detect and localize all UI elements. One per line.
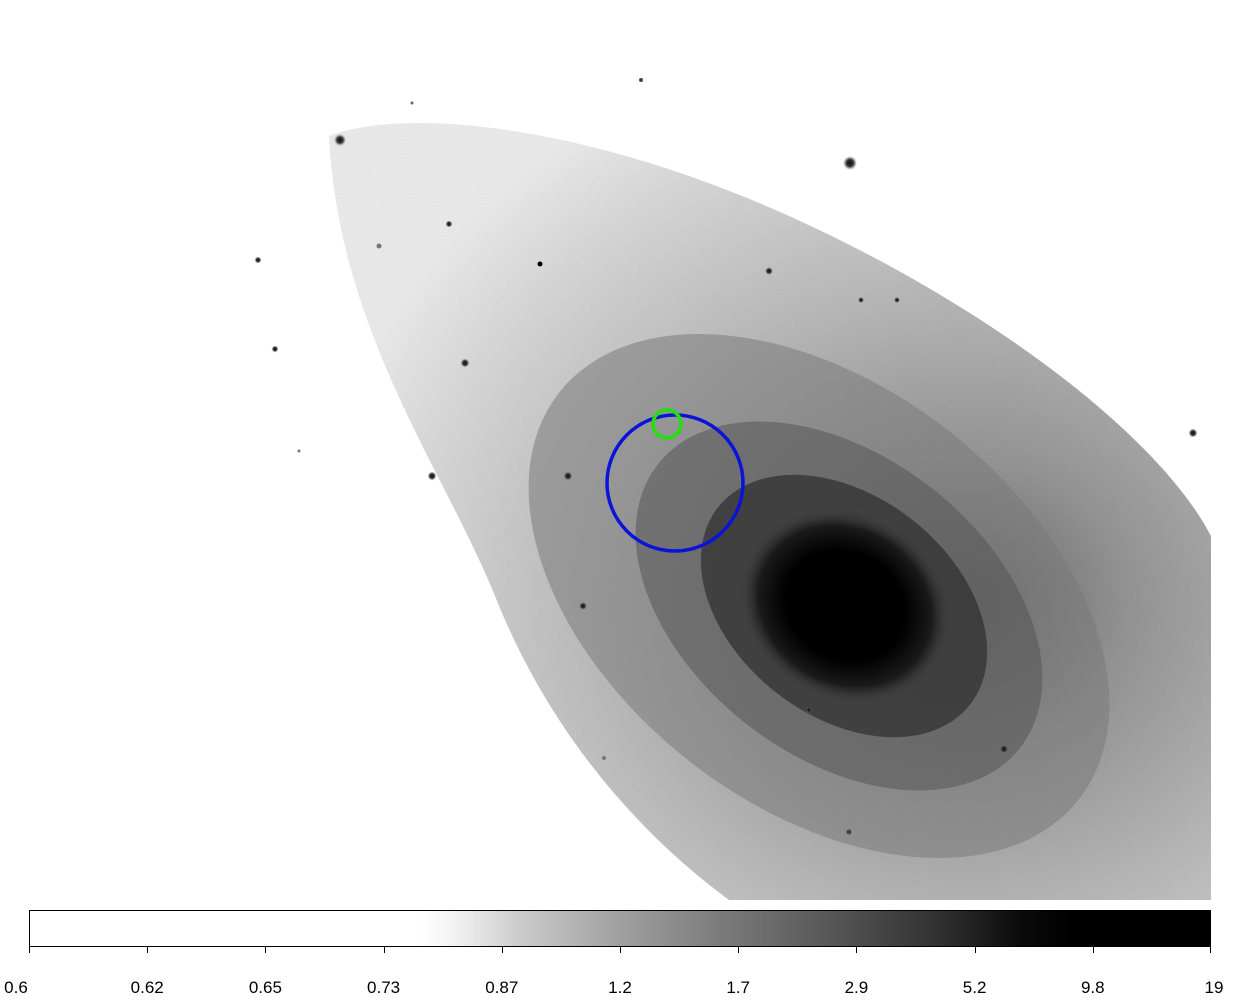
colorbar-tick <box>620 947 621 953</box>
blue-circle-region[interactable] <box>605 413 745 553</box>
colorbar-tick-label: 0.6 <box>4 978 28 997</box>
colorbar-tick <box>501 947 503 953</box>
star <box>537 261 543 267</box>
colorbar-tick-label: 0.62 <box>130 978 164 997</box>
colorbar-tick-label: 0.65 <box>248 978 282 997</box>
star <box>894 297 900 303</box>
colorbar-tick <box>29 947 30 953</box>
star <box>334 134 346 146</box>
colorbar <box>29 910 1211 947</box>
colorbar-tick-label: 19 <box>1204 978 1224 997</box>
colorbar-tick-label: 9.8 <box>1080 978 1105 997</box>
colorbar-tick <box>738 947 740 953</box>
star <box>427 471 437 481</box>
colorbar-tick <box>974 947 976 953</box>
green-circle-region[interactable] <box>651 408 683 440</box>
colorbar-tick-label: 1.7 <box>726 978 751 997</box>
colorbar-tick-label: 5.2 <box>962 978 987 997</box>
colorbar-tick-label: 2.9 <box>844 978 869 997</box>
colorbar-tick-label: 0.87 <box>485 978 519 997</box>
star <box>639 78 643 82</box>
star <box>254 256 262 264</box>
star <box>846 829 852 835</box>
colorbar-tick-label: 1.2 <box>608 978 632 997</box>
colorbar-tick <box>856 947 858 953</box>
star <box>765 267 773 275</box>
star <box>445 220 453 228</box>
star <box>410 101 414 105</box>
colorbar-tick <box>1092 947 1094 953</box>
star <box>999 744 1009 754</box>
star <box>858 297 864 303</box>
colorbar-tick <box>265 947 267 953</box>
star <box>1188 428 1198 438</box>
point-sources <box>254 78 1198 835</box>
star <box>843 156 857 170</box>
colorbar-tick <box>147 947 149 953</box>
star <box>579 602 587 610</box>
star <box>805 706 813 714</box>
colorbar-tick <box>1210 947 1211 953</box>
star <box>563 471 573 481</box>
star <box>602 756 606 760</box>
star <box>297 449 301 453</box>
star <box>376 243 382 249</box>
star <box>271 345 279 353</box>
galaxy-image <box>29 6 1211 900</box>
galaxy-core <box>736 505 954 707</box>
colorbar-tick <box>383 947 385 953</box>
star <box>460 358 470 368</box>
colorbar-tick-label: 0.73 <box>367 978 401 997</box>
galaxy-image-svg <box>254 78 1211 900</box>
